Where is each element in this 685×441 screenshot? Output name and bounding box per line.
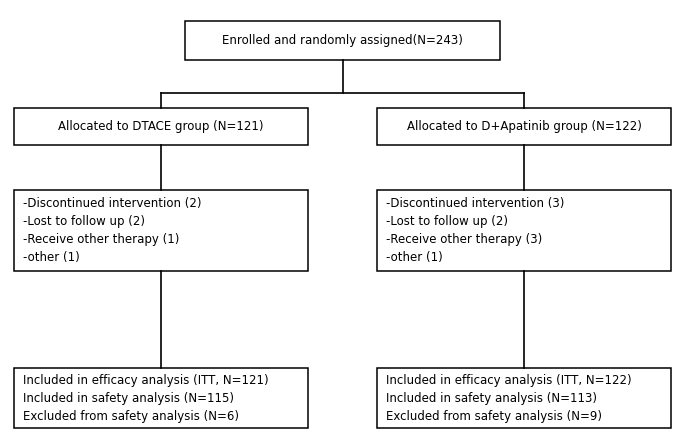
Text: Included in efficacy analysis (ITT, N=122)
Included in safety analysis (N=113)
E: Included in efficacy analysis (ITT, N=12…	[386, 374, 632, 422]
Text: Allocated to DTACE group (N=121): Allocated to DTACE group (N=121)	[58, 120, 264, 133]
Text: -Discontinued intervention (3)
-Lost to follow up (2)
-Receive other therapy (3): -Discontinued intervention (3) -Lost to …	[386, 197, 564, 264]
FancyBboxPatch shape	[377, 108, 671, 145]
FancyBboxPatch shape	[185, 21, 500, 60]
FancyBboxPatch shape	[377, 190, 671, 271]
FancyBboxPatch shape	[14, 190, 308, 271]
Text: -Discontinued intervention (2)
-Lost to follow up (2)
-Receive other therapy (1): -Discontinued intervention (2) -Lost to …	[23, 197, 201, 264]
FancyBboxPatch shape	[14, 108, 308, 145]
Text: Included in efficacy analysis (ITT, N=121)
Included in safety analysis (N=115)
E: Included in efficacy analysis (ITT, N=12…	[23, 374, 269, 422]
Text: Enrolled and randomly assigned(N=243): Enrolled and randomly assigned(N=243)	[222, 34, 463, 47]
Text: Allocated to D+Apatinib group (N=122): Allocated to D+Apatinib group (N=122)	[407, 120, 641, 133]
FancyBboxPatch shape	[14, 368, 308, 428]
FancyBboxPatch shape	[377, 368, 671, 428]
